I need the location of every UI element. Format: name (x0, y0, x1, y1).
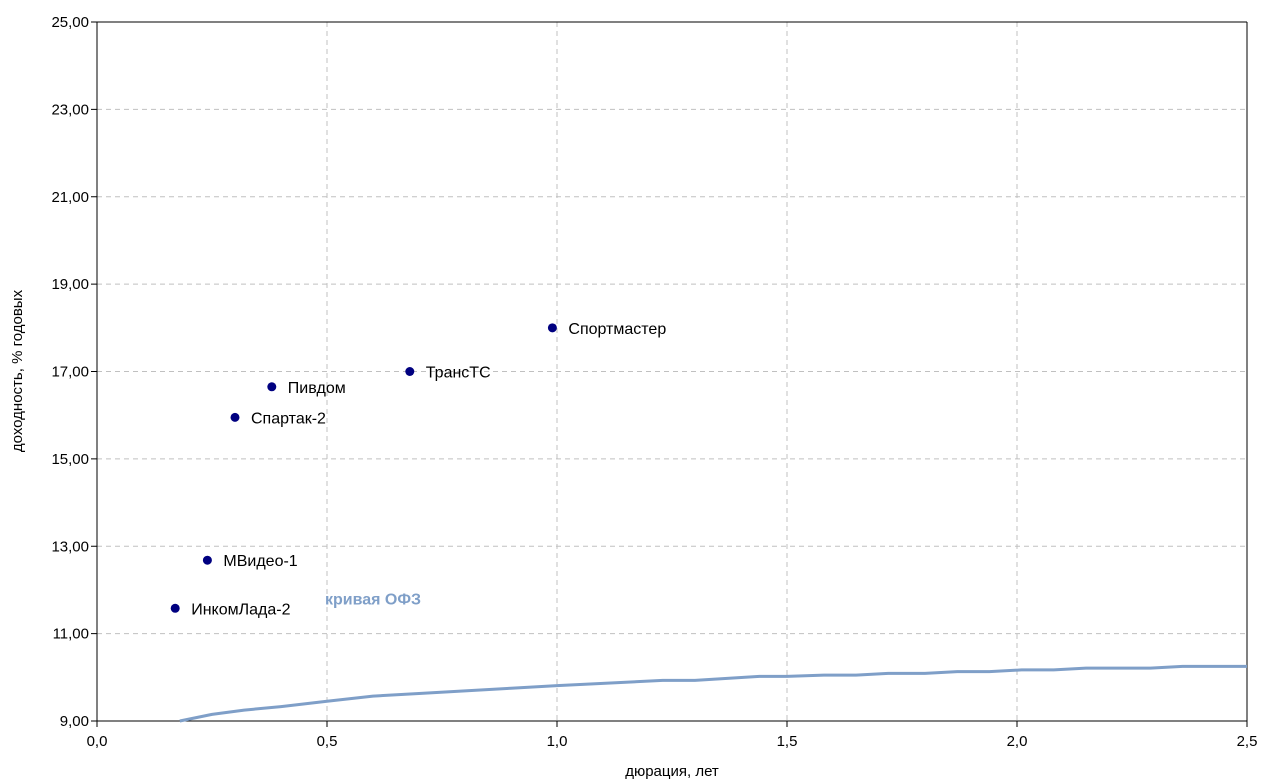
ofz-curve-label: кривая ОФЗ (325, 592, 421, 609)
data-point (547, 323, 557, 333)
y-tick-label: 15,00 (51, 451, 89, 468)
data-point (202, 555, 212, 565)
x-tick-label: 2,0 (1007, 733, 1028, 750)
x-axis-label: дюрация, лет (625, 763, 719, 780)
ofz-curve-layer: кривая ОФЗ (179, 592, 1247, 723)
y-tick-label: 25,00 (51, 14, 89, 31)
ofz-curve-line (179, 664, 1247, 723)
y-tick-label: 13,00 (51, 538, 89, 555)
x-tick-label: 0,0 (87, 733, 108, 750)
data-point-label: Спортмастер (568, 321, 666, 338)
y-tick-label: 11,00 (53, 626, 89, 643)
data-point-label: МВидео-1 (223, 553, 297, 570)
x-tick-label: 0,5 (317, 733, 338, 750)
data-point-label: ИнкомЛада-2 (191, 601, 290, 618)
y-tick-label: 17,00 (51, 364, 89, 381)
data-point (267, 382, 277, 392)
data-point-label: ТрансТС (426, 365, 491, 382)
y-tick-label: 9,00 (60, 713, 89, 730)
x-tick-label: 1,0 (547, 733, 568, 750)
data-point (405, 367, 415, 376)
data-point (170, 603, 180, 613)
y-axis-label: доходность, % годовых (9, 289, 26, 452)
x-tick-label: 1,5 (777, 733, 798, 750)
grid-lines (97, 22, 1247, 721)
x-tick-label: 2,5 (1237, 733, 1258, 750)
data-point (230, 412, 240, 422)
axis-ticks: 9,00 11,00 13,00 15,00 17,00 19,00 21,00 23,00 2… (51, 14, 1257, 750)
y-tick-label: 23,00 (51, 101, 89, 118)
y-tick-label: 21,00 (51, 189, 89, 206)
points-layer: ИнкомЛада-2 МВидео-1 Спартак-2 Пивдом ТрансТ… (170, 321, 666, 618)
y-tick-label: 19,00 (51, 276, 89, 293)
data-point-label: Пивдом (288, 380, 346, 397)
data-point-label: Спартак-2 (251, 410, 326, 427)
